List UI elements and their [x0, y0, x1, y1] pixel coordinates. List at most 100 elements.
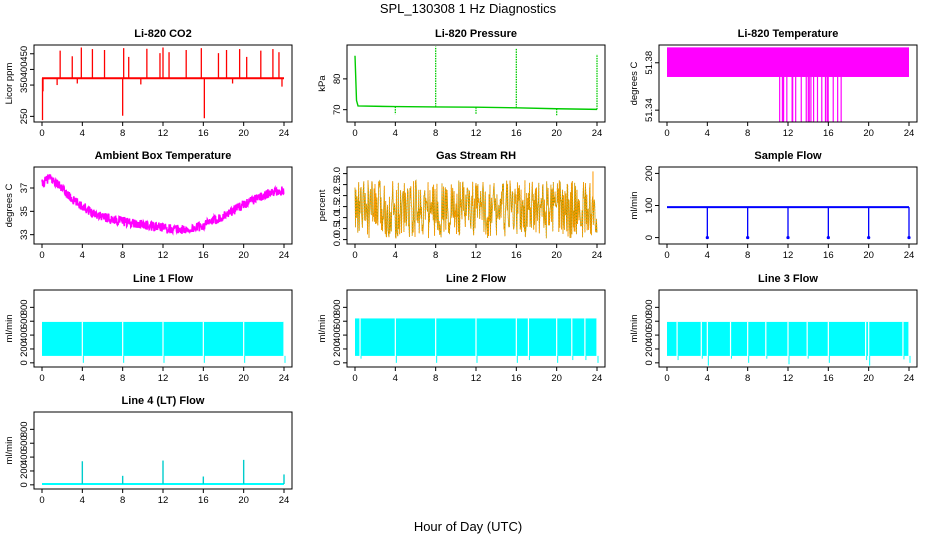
y-tick-label: 37: [19, 183, 30, 194]
x-tick-label: 24: [279, 250, 290, 261]
y-tick-label: 400: [19, 449, 30, 465]
baseline-band: [42, 77, 284, 80]
x-tick-label: 4: [80, 495, 85, 506]
x-tick-label: 8: [745, 373, 750, 384]
x-tick-label: 8: [433, 128, 438, 139]
y-tick-label: 200: [332, 341, 343, 357]
y-tick-label: 3.0: [332, 167, 343, 180]
y-axis-label: degrees C: [629, 61, 640, 105]
x-tick-label: 0: [39, 495, 44, 506]
x-tick-label: 4: [80, 250, 85, 261]
rh-points: [354, 178, 598, 239]
x-tick-label: 20: [551, 250, 562, 261]
y-axis-label: ml/min: [317, 315, 328, 343]
y-tick-label: 800: [644, 299, 655, 315]
panel-2: Li-820 Pressure 0 4 8 12 16 20 24 70 80 kPa: [317, 28, 606, 139]
x-tick-label: 8: [120, 128, 125, 139]
y-tick-label: 2.5: [332, 178, 343, 191]
y-axis: 0.00.51.01.52.02.53.0: [332, 167, 348, 246]
series-9: [667, 321, 911, 366]
x-tick-label: 12: [471, 373, 482, 384]
x-tick-label: 0: [664, 373, 669, 384]
x-tick-label: 20: [238, 495, 249, 506]
x-tick-label: 20: [551, 373, 562, 384]
temperature-line: [41, 174, 285, 236]
x-tick-label: 8: [745, 128, 750, 139]
series-5: [354, 171, 598, 239]
y-tick-label: 200: [19, 341, 30, 357]
x-tick-label: 8: [433, 373, 438, 384]
y-tick-label: 800: [332, 299, 343, 315]
temperature-band: [667, 47, 909, 77]
x-tick-label: 8: [120, 250, 125, 261]
y-axis-label: ml/min: [4, 315, 15, 343]
figure-x-axis-label: Hour of Day (UTC): [414, 519, 522, 534]
x-axis: 0 4 8 12 16 20 24: [39, 243, 290, 261]
x-tick-label: 4: [80, 373, 85, 384]
panel-title: Ambient Box Temperature: [95, 150, 232, 162]
dip-point: [705, 235, 709, 240]
x-tick-label: 8: [745, 250, 750, 261]
x-tick-label: 12: [471, 128, 482, 139]
y-axis-label: kPa: [317, 75, 328, 92]
x-tick-label: 8: [433, 250, 438, 261]
x-tick-label: 12: [783, 373, 794, 384]
x-tick-label: 24: [904, 128, 915, 139]
x-axis: 0 4 8 12 16 20 24: [664, 121, 915, 139]
x-tick-label: 4: [80, 128, 85, 139]
x-tick-label: 24: [279, 373, 290, 384]
y-axis: 51.34 51.38: [644, 51, 660, 122]
x-tick-label: 8: [120, 373, 125, 384]
y-tick-label: 0.5: [332, 222, 343, 235]
y-tick-label: 0: [644, 235, 655, 240]
y-tick-label: 400: [19, 327, 30, 343]
y-tick-label: 51.34: [644, 98, 655, 122]
y-tick-label: 350: [19, 77, 30, 93]
x-axis: 0 4 8 12 16 20 24: [352, 121, 602, 139]
x-tick-label: 0: [352, 373, 357, 384]
series-6: [667, 206, 911, 240]
panel-title: Line 1 Flow: [133, 273, 193, 285]
y-axis: 0 100 200: [644, 165, 660, 240]
y-tick-label: 35: [19, 206, 30, 217]
x-tick-label: 24: [279, 495, 290, 506]
x-tick-label: 0: [352, 250, 357, 261]
x-tick-label: 20: [238, 373, 249, 384]
series-8: [355, 318, 599, 363]
y-tick-label: 600: [332, 313, 343, 329]
x-tick-label: 16: [511, 128, 522, 139]
x-tick-label: 12: [783, 128, 794, 139]
y-tick-label: 450: [19, 46, 30, 62]
x-tick-label: 4: [393, 128, 398, 139]
series-7: [42, 321, 286, 363]
y-tick-label: 800: [19, 299, 30, 315]
x-tick-label: 16: [198, 250, 209, 261]
pressure-line: [354, 55, 598, 111]
x-tick-label: 4: [705, 373, 710, 384]
panel-title: Line 2 Flow: [446, 273, 506, 285]
x-tick-label: 20: [238, 128, 249, 139]
y-tick-label: 250: [19, 108, 30, 124]
dip-point: [907, 235, 911, 240]
panel-3: Li-820 Temperature 0 4 8 12 16 20 24 51.34 51.38 d…: [629, 28, 918, 139]
panel-title: Sample Flow: [754, 150, 822, 162]
y-tick-label: 200: [644, 341, 655, 357]
x-tick-label: 16: [823, 250, 834, 261]
y-tick-label: 800: [19, 421, 30, 437]
y-axis-label: Licor ppm: [4, 63, 15, 105]
panel-10: Line 4 (LT) Flow 0 4 8 12 16 20 24 0 200400600800…: [4, 395, 293, 506]
x-tick-label: 4: [705, 128, 710, 139]
series-10: [42, 459, 285, 486]
panel-6: Sample Flow 0 4 8 12 16 20 24 0 100 200 ml/min: [629, 150, 918, 261]
series-2: [354, 46, 598, 116]
y-axis-label: ml/min: [629, 315, 640, 343]
y-axis-label: ml/min: [4, 437, 15, 465]
plot-frame: [33, 166, 293, 245]
x-tick-label: 20: [238, 250, 249, 261]
panel-title: Li-820 Pressure: [435, 28, 517, 40]
